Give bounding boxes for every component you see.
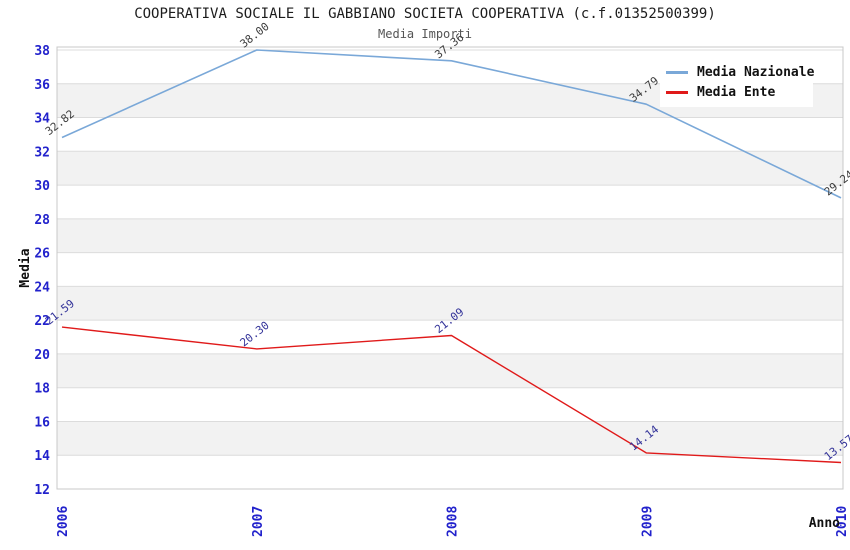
plot-band xyxy=(57,286,843,321)
x-tick-label: 2009 xyxy=(640,506,655,537)
x-tick-label: 2010 xyxy=(835,506,850,537)
plot-band xyxy=(57,455,843,489)
y-tick-label: 28 xyxy=(34,213,50,228)
y-tick-label: 24 xyxy=(34,280,50,295)
y-tick-label: 18 xyxy=(34,382,50,397)
plot-band xyxy=(57,252,843,287)
legend-line-swatch-nazionale xyxy=(666,70,688,74)
y-tick-label: 26 xyxy=(34,247,50,262)
chart-title: COOPERATIVA SOCIALE IL GABBIANO SOCIETA … xyxy=(134,6,716,22)
y-tick-label: 22 xyxy=(34,314,50,329)
legend-label: Media Nazionale xyxy=(697,64,815,80)
legend-item-media-ente: Media Ente xyxy=(666,82,807,102)
x-tick-label: 2007 xyxy=(251,506,266,537)
point-label-media-nazionale: 38.00 xyxy=(238,20,272,51)
y-tick-label: 12 xyxy=(34,483,50,498)
y-tick-label: 36 xyxy=(34,78,50,93)
plot-band xyxy=(57,320,843,354)
y-tick-label: 30 xyxy=(34,179,50,194)
chart-subtitle: Media Importi xyxy=(378,27,472,41)
plot-border xyxy=(56,46,844,490)
plot-band xyxy=(57,387,843,422)
y-tick-label: 20 xyxy=(34,348,50,363)
series-line-media-nazionale xyxy=(61,49,842,199)
plot-band xyxy=(57,117,843,152)
plot-band xyxy=(57,151,843,186)
y-tick-label: 16 xyxy=(34,415,50,430)
plot-band xyxy=(57,185,843,219)
legend-label: Media Ente xyxy=(697,84,776,100)
y-axis-title: Media xyxy=(18,248,33,287)
legend-item-media-nazionale: Media Nazionale xyxy=(666,62,814,82)
y-tick-label: 14 xyxy=(34,449,50,464)
y-tick-label: 34 xyxy=(34,112,50,127)
x-axis-title: Anno xyxy=(809,516,840,531)
y-tick-label: 32 xyxy=(34,145,50,160)
plot-band xyxy=(57,421,843,456)
series-line-media-ente xyxy=(61,326,842,464)
x-tick-label: 2008 xyxy=(446,506,461,537)
y-tick-label: 38 xyxy=(34,44,50,59)
plot-band xyxy=(57,218,843,253)
legend-line-swatch-ente xyxy=(666,90,688,94)
legend: Media Nazionale Media Ente xyxy=(660,57,814,107)
x-tick-label: 2006 xyxy=(56,506,71,537)
plot-band xyxy=(57,353,843,388)
